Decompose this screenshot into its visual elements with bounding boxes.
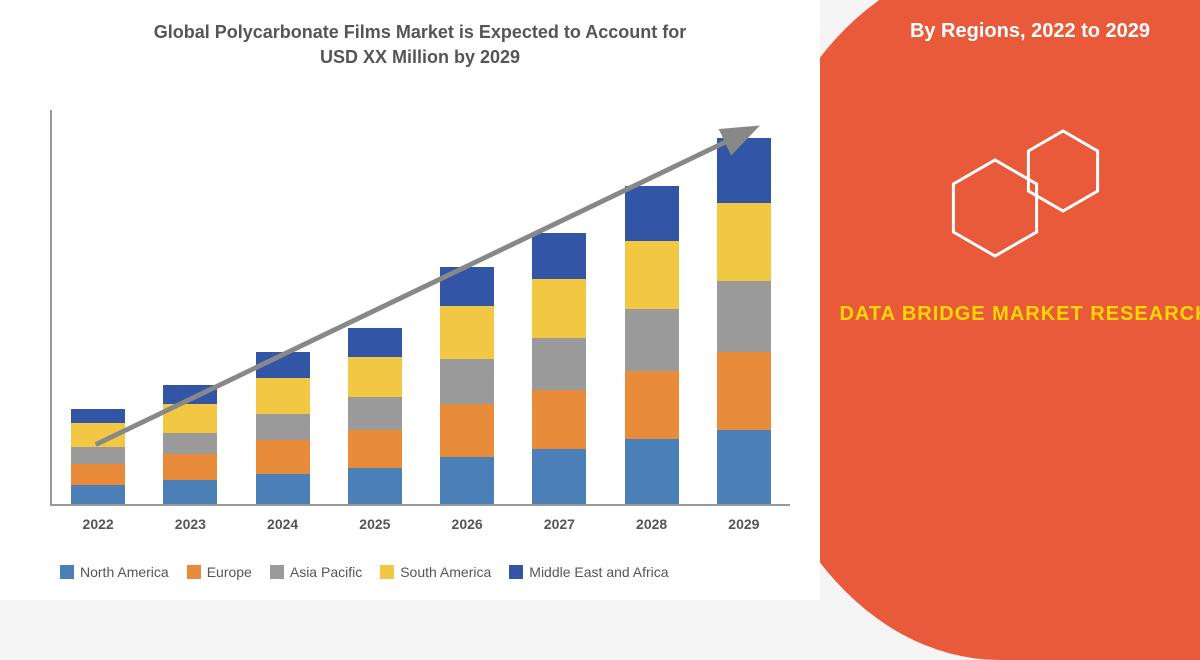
bar-category-label: 2029 <box>714 516 774 532</box>
bar-segment <box>256 414 310 441</box>
bar-segment <box>348 430 402 468</box>
bar-segment <box>71 447 125 464</box>
bar-group: 2023 <box>160 385 220 504</box>
legend-item: South America <box>380 564 491 580</box>
bar-segment <box>440 457 494 505</box>
legend-label: Asia Pacific <box>290 564 362 580</box>
bar-segment <box>348 357 402 397</box>
bar-group: 2027 <box>529 233 589 504</box>
bar-category-label: 2025 <box>345 516 405 532</box>
bar-category-label: 2028 <box>622 516 682 532</box>
legend-swatch <box>187 565 201 579</box>
bar-segment <box>71 485 125 504</box>
bar-segment <box>440 359 494 405</box>
bar-stack <box>163 385 217 504</box>
bar-group: 2029 <box>714 138 774 504</box>
bar-group: 2024 <box>253 352 313 504</box>
chart-title: Global Polycarbonate Films Market is Exp… <box>50 20 790 70</box>
bar-stack <box>71 409 125 504</box>
bar-segment <box>256 378 310 414</box>
legend-label: Europe <box>207 564 252 580</box>
bar-segment <box>625 371 679 439</box>
legend-swatch <box>509 565 523 579</box>
bar-category-label: 2027 <box>529 516 589 532</box>
bar-segment <box>625 186 679 241</box>
bar-stack <box>532 233 586 504</box>
hexagon-logo-icon <box>925 113 1125 273</box>
bar-segment <box>532 338 586 390</box>
bar-segment <box>163 404 217 433</box>
bar-segment <box>71 464 125 485</box>
bar-segment <box>256 474 310 504</box>
chart-legend: North America Europe Asia Pacific South Ame… <box>50 564 790 580</box>
legend-label: North America <box>80 564 169 580</box>
bar-segment <box>717 138 771 203</box>
bar-group: 2022 <box>68 409 128 504</box>
bar-segment <box>440 404 494 456</box>
bar-group: 2025 <box>345 328 405 504</box>
bar-segment <box>625 241 679 309</box>
bar-segment <box>71 409 125 423</box>
bars-container: 2022 2023 2024 2025 2026 2027 2028 2029 <box>50 110 790 506</box>
bar-segment <box>440 267 494 307</box>
bar-group: 2026 <box>437 267 497 504</box>
chart-panel: Global Polycarbonate Films Market is Exp… <box>0 0 820 600</box>
bar-segment <box>717 352 771 430</box>
legend-item: Europe <box>187 564 252 580</box>
brand-name: DATA BRIDGE MARKET RESEARCH <box>839 303 1200 326</box>
bar-segment <box>717 281 771 352</box>
bar-segment <box>532 279 586 338</box>
legend-item: Middle East and Africa <box>509 564 668 580</box>
bar-segment <box>440 306 494 358</box>
bar-segment <box>256 352 310 378</box>
bar-segment <box>625 309 679 371</box>
bar-group: 2028 <box>622 186 682 504</box>
bar-segment <box>163 433 217 454</box>
bar-stack <box>348 328 402 504</box>
bar-segment <box>625 439 679 504</box>
bar-segment <box>348 328 402 357</box>
bar-segment <box>348 468 402 504</box>
legend-item: North America <box>60 564 169 580</box>
chart-area: 2022 2023 2024 2025 2026 2027 2028 2029 <box>50 100 790 546</box>
bar-category-label: 2024 <box>253 516 313 532</box>
chart-title-line2: USD XX Million by 2029 <box>320 47 520 67</box>
legend-item: Asia Pacific <box>270 564 362 580</box>
bar-category-label: 2026 <box>437 516 497 532</box>
bar-segment <box>532 449 586 504</box>
chart-title-line1: Global Polycarbonate Films Market is Exp… <box>154 22 686 42</box>
bar-stack <box>256 352 310 504</box>
bar-segment <box>532 390 586 449</box>
bar-segment <box>256 440 310 473</box>
legend-swatch <box>60 565 74 579</box>
bar-segment <box>71 423 125 447</box>
bar-segment <box>717 203 771 281</box>
legend-label: Middle East and Africa <box>529 564 668 580</box>
legend-swatch <box>270 565 284 579</box>
legend-swatch <box>380 565 394 579</box>
right-panel-title: By Regions, 2022 to 2029 <box>910 20 1150 43</box>
bar-stack <box>625 186 679 504</box>
bar-stack <box>440 267 494 504</box>
bar-category-label: 2023 <box>160 516 220 532</box>
bar-category-label: 2022 <box>68 516 128 532</box>
bar-segment <box>532 233 586 279</box>
bar-segment <box>163 480 217 504</box>
bar-stack <box>717 138 771 504</box>
bar-segment <box>348 397 402 430</box>
bar-segment <box>163 385 217 404</box>
legend-label: South America <box>400 564 491 580</box>
bar-segment <box>717 430 771 504</box>
bar-segment <box>163 454 217 481</box>
